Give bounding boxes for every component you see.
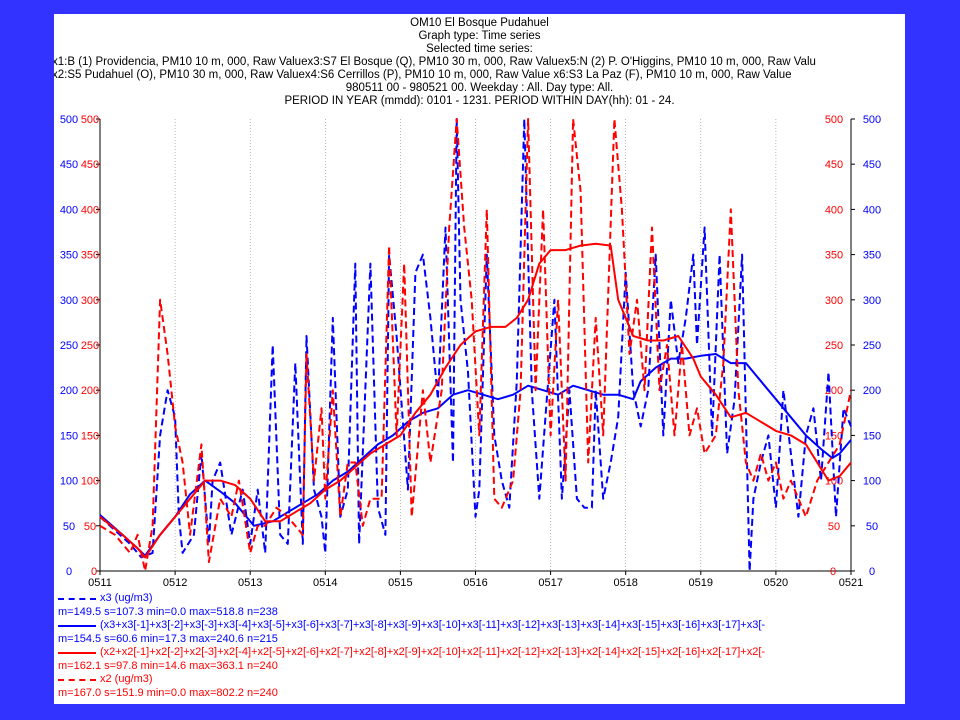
y-label-left-blue-3: 150 — [60, 430, 78, 442]
y-label-right-blue-7: 350 — [863, 250, 881, 262]
legend-x3-stats: m=149.5 s=107.3 min=0.0 max=518.8 n=238 — [58, 606, 278, 618]
y-label-right-blue-2: 100 — [863, 476, 881, 488]
y-label-right-red-7: 350 — [825, 250, 843, 262]
x-label-2: 0513 — [238, 577, 262, 589]
x-label-8: 0519 — [689, 577, 713, 589]
legend-x2ma-swatch — [58, 652, 96, 654]
y-label-left-red-9: 450 — [81, 159, 99, 171]
x-label-5: 0516 — [463, 577, 487, 589]
x-label-10: 0521 — [839, 577, 863, 589]
y-label-left-blue-5: 250 — [60, 340, 78, 352]
x-label-0: 0511 — [88, 577, 112, 589]
y-label-left-red-8: 400 — [81, 204, 99, 216]
series-line-0 — [99, 118, 852, 572]
x-label-1: 0512 — [163, 577, 187, 589]
series-list-1: x1:B (1) Providencia, PM10 10 m, 000, Ra… — [54, 56, 816, 68]
x-label-9: 0520 — [764, 577, 788, 589]
series-line-1 — [99, 353, 852, 557]
x-label-6: 0517 — [538, 577, 562, 589]
y-label-right-blue-3: 150 — [863, 430, 881, 442]
legend-x3ma-swatch — [58, 625, 96, 627]
legend-x2-label: x2 (ug/m3) — [100, 673, 153, 685]
y-label-left-blue-1: 50 — [63, 521, 75, 533]
y-label-right-blue-6: 300 — [863, 295, 881, 307]
legend-x3-swatch — [58, 598, 96, 600]
y-label-left-blue-6: 300 — [60, 295, 78, 307]
y-label-right-blue-1: 50 — [866, 521, 878, 533]
y-label-left-red-1: 50 — [84, 521, 96, 533]
y-label-right-blue-9: 450 — [863, 159, 881, 171]
chart-panel: OM10 El Bosque Pudahuel Graph type: Time… — [54, 14, 905, 704]
y-label-left-blue-0: 0 — [66, 566, 72, 578]
y-label-right-red-8: 400 — [825, 204, 843, 216]
y-label-left-blue-9: 450 — [60, 159, 78, 171]
y-label-left-red-0: 0 — [91, 566, 97, 578]
y-label-left-red-4: 200 — [81, 385, 99, 397]
y-label-left-blue-7: 350 — [60, 250, 78, 262]
y-label-right-blue-0: 0 — [869, 566, 875, 578]
x-label-7: 0518 — [613, 577, 637, 589]
chart-title: OM10 El Bosque Pudahuel — [410, 17, 549, 29]
y-label-right-red-3: 150 — [825, 430, 843, 442]
series-list-2: x2:S5 Pudahuel (O), PM10 30 m, 000, Raw … — [54, 69, 792, 81]
y-label-left-red-5: 250 — [81, 340, 99, 352]
graph-type: Graph type: Time series — [418, 30, 541, 42]
y-label-right-red-10: 500 — [825, 114, 843, 126]
period-detail: PERIOD IN YEAR (mmdd): 0101 - 1231. PERI… — [284, 95, 675, 107]
period-range: 980511 00 - 980521 00. Weekday : All. Da… — [345, 82, 614, 94]
series-line-3 — [99, 118, 852, 572]
y-label-left-red-10: 500 — [81, 114, 99, 126]
y-label-right-blue-5: 250 — [863, 340, 881, 352]
y-label-right-red-0: 0 — [830, 566, 836, 578]
x-label-4: 0515 — [388, 577, 412, 589]
y-label-left-red-7: 350 — [81, 250, 99, 262]
y-label-left-blue-4: 200 — [60, 385, 78, 397]
y-label-right-blue-10: 500 — [863, 114, 881, 126]
series-line-2 — [99, 242, 852, 559]
y-label-left-blue-10: 500 — [60, 114, 78, 126]
y-label-right-red-1: 50 — [828, 521, 840, 533]
y-label-right-red-9: 450 — [825, 159, 843, 171]
legend-x3ma-label: (x3+x3[-1]+x3[-2]+x3[-3]+x3[-4]+x3[-5]+x… — [100, 619, 766, 631]
y-label-left-red-2: 100 — [81, 476, 99, 488]
y-label-left-blue-2: 100 — [60, 476, 78, 488]
legend-x3ma-stats: m=154.5 s=60.6 min=17.3 max=240.6 n=215 — [58, 633, 278, 645]
y-label-left-blue-8: 400 — [60, 204, 78, 216]
y-label-right-red-6: 300 — [825, 295, 843, 307]
selected-series-heading: Selected time series: — [426, 43, 533, 55]
legend-x2-swatch — [58, 679, 96, 681]
legend-x2-stats: m=167.0 s=151.9 min=0.0 max=802.2 n=240 — [58, 687, 278, 699]
legend-x2ma-label: (x2+x2[-1]+x2[-2]+x2[-3]+x2[-4]+x2[-5]+x… — [100, 646, 766, 658]
legend-x3-label: x3 (ug/m3) — [100, 592, 153, 604]
legend-x2ma-stats: m=162.1 s=97.8 min=14.6 max=363.1 n=240 — [58, 660, 278, 672]
x-label-3: 0514 — [313, 577, 337, 589]
y-label-right-blue-8: 400 — [863, 204, 881, 216]
y-label-right-blue-4: 200 — [863, 385, 881, 397]
y-label-right-red-5: 250 — [825, 340, 843, 352]
y-label-left-red-3: 150 — [81, 430, 99, 442]
y-label-left-red-6: 300 — [81, 295, 99, 307]
